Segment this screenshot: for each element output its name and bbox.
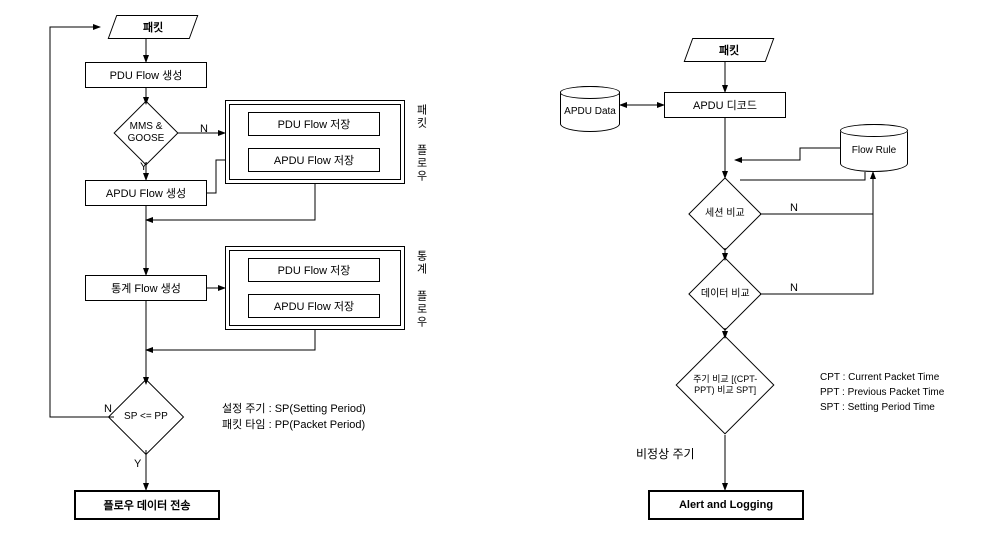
left-mms-n: N bbox=[200, 123, 208, 135]
left-dec-mms-label: MMS & GOOSE bbox=[124, 121, 168, 145]
left-note: 설정 주기 : SP(Setting Period) 패킷 타임 : PP(Pa… bbox=[222, 400, 366, 432]
right-abnormal: 비정상 주기 bbox=[636, 445, 695, 462]
right-sess-n: N bbox=[790, 202, 798, 214]
right-data-n: N bbox=[790, 282, 798, 294]
right-dec-data-label: 데이터 비교 bbox=[701, 288, 750, 300]
left-g2-apdu: APDU Flow 저장 bbox=[248, 294, 380, 318]
right-dec-period-label: 주기 비교 [(CPT-PPT) 비교 SPT] bbox=[691, 374, 759, 396]
left-dec-sp: SP <= PP bbox=[108, 379, 184, 455]
left-side2: 통계 플로우 bbox=[413, 250, 429, 329]
right-dec-period: 주기 비교 [(CPT-PPT) 비교 SPT] bbox=[676, 336, 775, 435]
left-g1-pdu-label: PDU Flow 저장 bbox=[278, 116, 351, 132]
left-g2-pdu: PDU Flow 저장 bbox=[248, 258, 380, 282]
right-cyl-apdu-label: APDU Data bbox=[561, 106, 619, 117]
left-side1: 패킷 플로우 bbox=[413, 104, 429, 183]
left-g2-pdu-label: PDU Flow 저장 bbox=[278, 262, 351, 278]
left-end-label: 플로우 데이터 전송 bbox=[103, 497, 190, 513]
right-end: Alert and Logging bbox=[648, 490, 804, 520]
left-g2-apdu-label: APDU Flow 저장 bbox=[274, 298, 354, 314]
left-mms-y: Y bbox=[140, 161, 147, 173]
left-stat-gen: 통계 Flow 생성 bbox=[85, 275, 207, 301]
right-cyl-flow: Flow Rule bbox=[840, 124, 908, 172]
left-pdu-gen-label: PDU Flow 생성 bbox=[110, 67, 183, 83]
left-sp-y: Y bbox=[134, 458, 141, 470]
left-pdu-gen: PDU Flow 생성 bbox=[85, 62, 207, 88]
right-start: 패킷 bbox=[684, 38, 775, 62]
left-start-label: 패킷 bbox=[143, 19, 163, 35]
right-dec-session: 세션 비교 bbox=[688, 177, 762, 251]
right-end-label: Alert and Logging bbox=[679, 499, 773, 511]
left-apdu-gen-label: APDU Flow 생성 bbox=[106, 185, 186, 201]
left-dec-mms: MMS & GOOSE bbox=[113, 100, 178, 165]
left-g1-apdu-label: APDU Flow 저장 bbox=[274, 152, 354, 168]
left-end: 플로우 데이터 전송 bbox=[74, 490, 220, 520]
right-decode-label: APDU 디코드 bbox=[693, 97, 757, 113]
right-dec-data: 데이터 비교 bbox=[688, 257, 762, 331]
right-cyl-flow-label: Flow Rule bbox=[841, 145, 907, 156]
right-start-label: 패킷 bbox=[719, 42, 739, 58]
right-decode: APDU 디코드 bbox=[664, 92, 786, 118]
left-g1-pdu: PDU Flow 저장 bbox=[248, 112, 380, 136]
right-dec-session-label: 세션 비교 bbox=[705, 208, 745, 220]
right-cyl-apdu: APDU Data bbox=[560, 86, 620, 132]
right-note: CPT : Current Packet Time PPT : Previous… bbox=[820, 370, 944, 415]
left-dec-sp-label: SP <= PP bbox=[124, 411, 168, 423]
left-g1-apdu: APDU Flow 저장 bbox=[248, 148, 380, 172]
left-sp-n: N bbox=[104, 403, 112, 415]
left-apdu-gen: APDU Flow 생성 bbox=[85, 180, 207, 206]
left-start: 패킷 bbox=[108, 15, 199, 39]
left-stat-gen-label: 통계 Flow 생성 bbox=[111, 280, 181, 296]
